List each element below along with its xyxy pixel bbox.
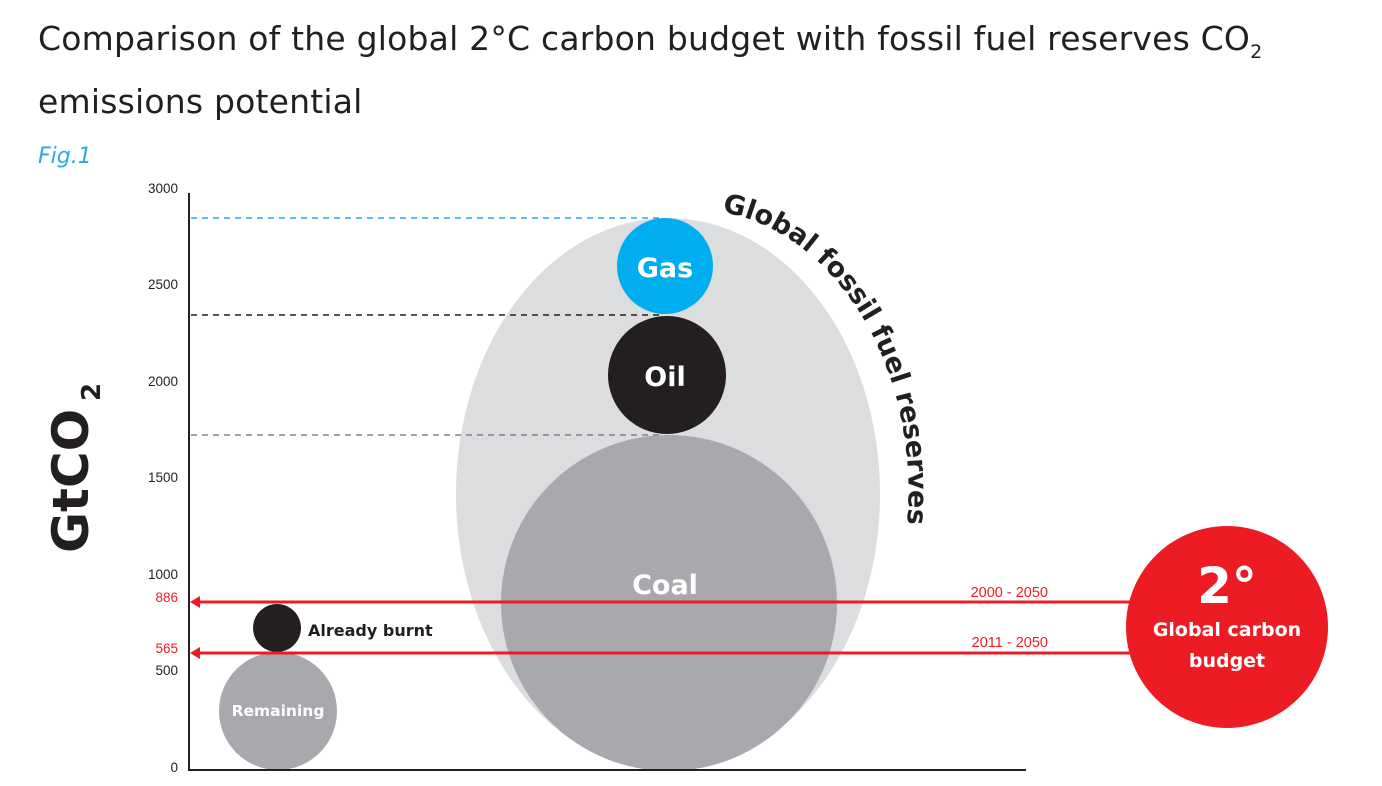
already-burnt-bubble xyxy=(253,604,301,652)
oil-label: Oil xyxy=(644,362,685,393)
budget-circle xyxy=(1126,526,1328,728)
oil-bubble xyxy=(608,316,726,434)
y-tick-3000: 3000 xyxy=(147,181,178,196)
remaining-bubble xyxy=(219,652,337,770)
page-title: Comparison of the global 2°C carbon budg… xyxy=(38,14,1358,127)
budget-line2: budget xyxy=(1189,650,1265,672)
y-tick-1500: 1500 xyxy=(147,470,178,485)
gas-label: Gas xyxy=(637,253,693,284)
arrow2-label: 2011 - 2050 xyxy=(972,635,1048,651)
remaining-label: Remaining xyxy=(232,702,325,720)
y-tick-500: 500 xyxy=(155,663,178,678)
y-axis-label-text: GtCO xyxy=(42,409,100,553)
figure-label: Fig.1 xyxy=(38,144,92,169)
gas-bubble xyxy=(617,218,713,314)
y-axis-label-subscript: 2 xyxy=(77,383,107,401)
y-tick-0: 0 xyxy=(170,760,178,775)
title-subscript: 2 xyxy=(1250,41,1263,63)
budget-big-label: 2° xyxy=(1197,557,1257,615)
arrow1-label: 2000 - 2050 xyxy=(971,585,1048,601)
title-line1: Comparison of the global 2°C carbon budg… xyxy=(38,19,1251,58)
arrow-2000-2050 xyxy=(190,596,1140,608)
y-axis-label: GtCO 2 xyxy=(42,383,107,553)
coal-label: Coal xyxy=(632,570,698,601)
already-burnt-label: Already burnt xyxy=(308,621,433,640)
title-line2: emissions potential xyxy=(38,82,363,121)
arrow-2011-2050 xyxy=(190,647,1140,659)
budget-line1: Global carbon xyxy=(1153,619,1301,641)
y-tick-565: 565 xyxy=(155,641,178,656)
arrow-head-icon xyxy=(190,647,200,659)
arrow-head-icon xyxy=(190,596,200,608)
y-tick-2000: 2000 xyxy=(147,374,178,389)
y-tick-886: 886 xyxy=(155,590,178,605)
y-tick-1000: 1000 xyxy=(147,567,178,582)
y-tick-2500: 2500 xyxy=(147,277,178,292)
